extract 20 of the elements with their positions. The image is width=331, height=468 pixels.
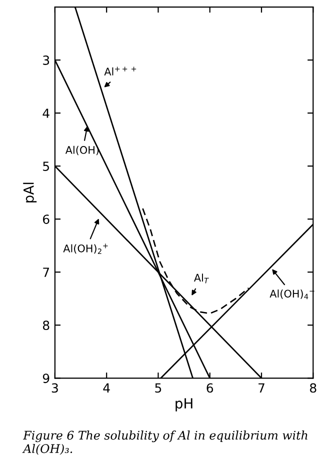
- y-tick-label: 5: [43, 162, 49, 171]
- y-tick-label: 8: [42, 320, 50, 330]
- x-tick-label: 7: [258, 383, 264, 393]
- x-axis-title: pH: [176, 398, 192, 412]
- caption: Figure 6 The solubility of Al in equilibrium with Al(OH)₃.: [22, 430, 308, 455]
- y-axis-title: pAl: [23, 182, 37, 202]
- x-tick-label: 6: [206, 383, 214, 393]
- x-tick-label: 8: [310, 383, 316, 393]
- annotation: Al(OH)$_{2}$$^{+}$: [63, 244, 108, 254]
- annotation: Al(OH): [65, 146, 99, 156]
- annotation: Al$^{+++}$: [104, 66, 136, 76]
- y-tick-label: 9: [42, 374, 50, 384]
- y-tick-label: 6: [43, 214, 50, 224]
- x-tick-label: 5: [155, 383, 162, 393]
- x-tick-label: 3: [52, 383, 58, 393]
- y-tick-label: 3: [43, 56, 50, 65]
- annotation: Al$_{T}$: [194, 274, 209, 284]
- y-tick-label: 4: [42, 108, 50, 118]
- y-tick-label: 7: [43, 268, 50, 277]
- x-tick-label: 4: [103, 383, 110, 393]
